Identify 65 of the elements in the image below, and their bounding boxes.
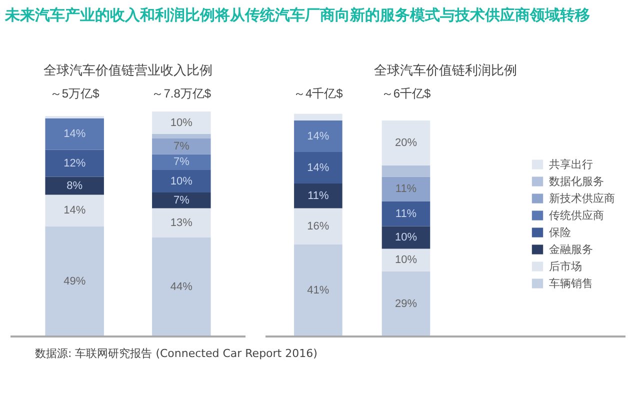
x-tick-label: ～6千亿$: [381, 86, 431, 100]
bar: [152, 134, 211, 138]
data-label: 8%: [66, 180, 83, 192]
legend-label: 车辆销售: [549, 276, 593, 290]
data-label: 13%: [170, 216, 193, 229]
text: 未来汽车产业的收入和利润比例将从传统汽车厂商向新的服务模式与技术供应商领域转移: [5, 5, 590, 26]
data-label: 44%: [170, 281, 193, 293]
data-label: 10%: [394, 232, 418, 244]
data-label: 11%: [395, 208, 417, 220]
data-label: 14%: [64, 204, 86, 216]
data-label: 12%: [64, 157, 86, 170]
x-tick-label: ～4千亿$: [294, 86, 344, 100]
x-tick-label: ～5万亿$: [50, 86, 100, 100]
legend-label: 后市场: [549, 260, 582, 274]
data-label: 29%: [394, 298, 418, 310]
data-label: 14%: [307, 162, 330, 174]
data-label: 41%: [307, 284, 330, 296]
bar: [152, 154, 211, 170]
data-label: 49%: [64, 275, 86, 288]
bar: [382, 202, 430, 226]
bar: [294, 152, 342, 184]
data-label: 11%: [395, 183, 417, 196]
legend-label: 数据化服务: [549, 174, 604, 188]
bar: [382, 166, 430, 177]
legend-label: 新技术供应商: [549, 192, 615, 206]
data-label: 14%: [64, 128, 86, 140]
bar: [152, 112, 211, 134]
data-label: 11%: [308, 190, 329, 202]
data-label: 14%: [307, 130, 330, 142]
bar: [45, 118, 104, 150]
data-label: 10%: [170, 116, 193, 129]
bar: [45, 226, 104, 336]
bar: [382, 226, 430, 249]
text: 数据源: 车联网研究报告 (Connected Car Report 2016): [35, 346, 318, 362]
data-label: 10%: [394, 254, 418, 266]
bar: [45, 194, 104, 226]
legend-label: 共享出行: [549, 158, 593, 172]
bar: [294, 208, 342, 244]
bar: [294, 114, 342, 120]
data-label: 20%: [394, 137, 418, 149]
bar: [382, 271, 430, 336]
bar: [294, 120, 342, 152]
x-tick-label: ～7.8万亿$: [152, 86, 212, 100]
data-label: 7%: [173, 140, 190, 152]
legend-label: 保险: [549, 226, 571, 240]
chart-title: 全球汽车价值链营业收入比例: [44, 64, 212, 78]
legend-label: 传统供应商: [549, 208, 604, 222]
legend-label: 金融服务: [549, 242, 593, 256]
bar: [152, 170, 211, 192]
bar: [45, 150, 104, 177]
chart-title: 全球汽车价值链利润比例: [374, 64, 517, 78]
bar: [382, 176, 430, 202]
data-label: 16%: [307, 220, 330, 232]
bar: [152, 138, 211, 154]
bar: [152, 192, 211, 208]
data-label: 10%: [170, 175, 193, 188]
data-label: 7%: [173, 156, 190, 168]
bar: [382, 248, 430, 272]
data-label: 7%: [173, 194, 190, 206]
bar: [294, 184, 342, 208]
bar: [45, 176, 104, 195]
bar: [152, 238, 211, 336]
bar: [294, 244, 342, 336]
bar: [152, 208, 211, 238]
bar: [382, 120, 430, 166]
